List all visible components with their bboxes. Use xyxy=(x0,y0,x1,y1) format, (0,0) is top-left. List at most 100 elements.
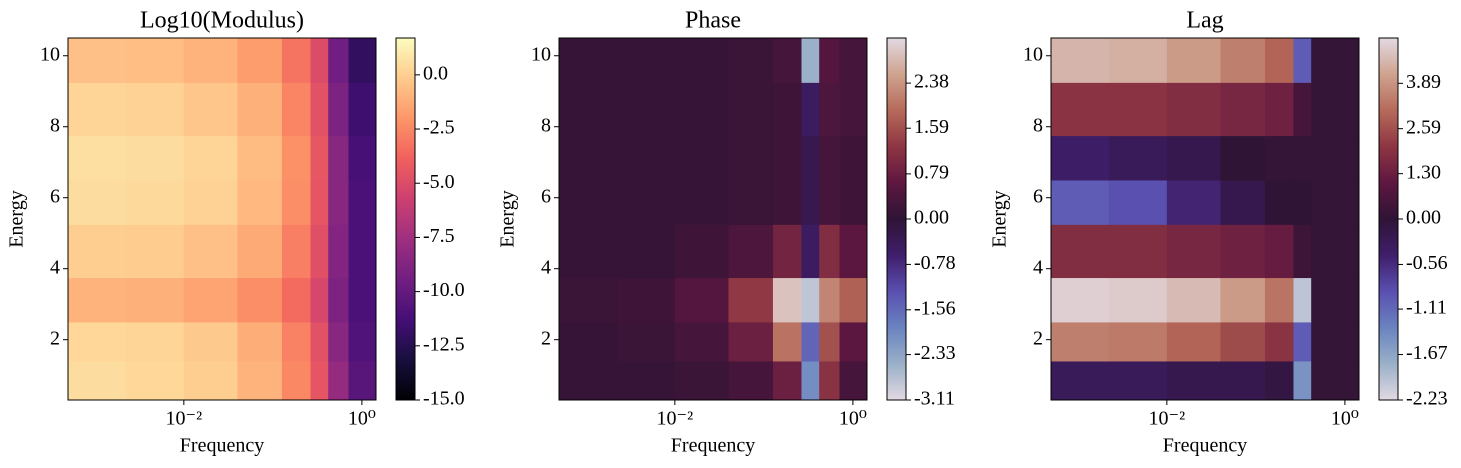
heatmap-cell xyxy=(1293,179,1312,225)
heatmap-cell xyxy=(1220,360,1266,401)
y-axis-label: Energy xyxy=(6,190,28,247)
x-tick-label: 10⁰ xyxy=(839,408,867,430)
heatmap-cell xyxy=(328,321,349,362)
heatmap-cell xyxy=(674,277,729,323)
heatmap-cell xyxy=(1331,224,1360,279)
axes-frame xyxy=(1050,37,1360,401)
heatmap-cell xyxy=(310,277,329,323)
heatmap-cell xyxy=(1108,277,1168,323)
heatmap-cell xyxy=(1264,179,1294,225)
heatmap-cell xyxy=(125,179,185,225)
heatmap-cell xyxy=(839,82,868,137)
colorbar-tick-label: -7.5 xyxy=(423,225,455,247)
heatmap-cell xyxy=(1108,82,1168,137)
heatmap-cell xyxy=(559,224,618,279)
x-axis-label: Frequency xyxy=(1163,435,1247,457)
heatmap-cell xyxy=(310,135,329,181)
heatmap-cell xyxy=(281,179,311,225)
y-tick-label: 4 xyxy=(50,256,60,278)
heatmap-cell xyxy=(772,135,802,181)
heatmap-cell xyxy=(559,135,618,181)
y-tick-label: 8 xyxy=(541,114,551,136)
heatmap-cell xyxy=(1311,38,1332,83)
heatmap-cell xyxy=(281,277,311,323)
heatmap-cell xyxy=(237,360,283,401)
heatmap-cell xyxy=(237,277,283,323)
colorbar-tick-label: -0.56 xyxy=(1406,252,1448,274)
heatmap-cell xyxy=(348,224,377,279)
heatmap-cell xyxy=(674,38,729,83)
heatmap-cell xyxy=(1051,321,1110,362)
heatmap-cell xyxy=(310,224,329,279)
heatmap-cell xyxy=(281,321,311,362)
heatmap-cell xyxy=(839,135,868,181)
colorbar-tick-label: -1.67 xyxy=(1406,342,1448,364)
heatmap-cell xyxy=(616,277,676,323)
heatmap-cell xyxy=(237,135,283,181)
heatmap-cell xyxy=(559,277,618,323)
heatmap-cell xyxy=(616,179,676,225)
heatmap-cell xyxy=(1220,179,1266,225)
heatmap-cell xyxy=(1051,82,1110,137)
y-tick-label: 2 xyxy=(541,327,551,349)
heatmap-cell xyxy=(183,135,238,181)
heatmap-cell xyxy=(819,224,840,279)
heatmap-cell xyxy=(281,38,311,83)
heatmap-cell xyxy=(281,82,311,137)
heatmap-cell xyxy=(125,360,185,401)
heatmap-cell xyxy=(68,321,127,362)
axes-frame xyxy=(67,37,377,401)
heatmap-cell xyxy=(616,224,676,279)
x-tick-label: 10⁻² xyxy=(657,408,694,430)
colorbar xyxy=(886,37,907,401)
heatmap-cell xyxy=(68,277,127,323)
y-tick-label: 8 xyxy=(1033,114,1043,136)
heatmap-cell xyxy=(328,277,349,323)
colorbar-tick-label: 3.89 xyxy=(1406,71,1441,93)
heatmap-cell xyxy=(772,179,802,225)
heatmap-cell xyxy=(1311,321,1332,362)
heatmap-cell xyxy=(728,224,774,279)
y-tick-label: 6 xyxy=(50,185,60,207)
heatmap-cell xyxy=(68,38,127,83)
heatmap-cell xyxy=(328,82,349,137)
heatmap-cell xyxy=(68,360,127,401)
y-tick-label: 4 xyxy=(541,256,551,278)
heatmap-cell xyxy=(1051,360,1110,401)
heatmap-cell xyxy=(1220,82,1266,137)
heatmap-cell xyxy=(237,224,283,279)
heatmap-cell xyxy=(125,224,185,279)
colorbar-tick-label: 2.38 xyxy=(914,71,949,93)
heatmap-cell xyxy=(125,321,185,362)
colorbar-tick-label: -2.33 xyxy=(914,342,956,364)
heatmap-cell xyxy=(310,38,329,83)
colorbar-tick-label: -10.0 xyxy=(423,279,465,301)
heatmap-cell xyxy=(183,82,238,137)
heatmap-cell xyxy=(237,82,283,137)
heatmap-cell xyxy=(559,38,618,83)
heatmap-cell xyxy=(801,82,820,137)
heatmap-cell xyxy=(801,277,820,323)
heatmap-cell xyxy=(819,277,840,323)
heatmap-cell xyxy=(125,38,185,83)
heatmap-cell xyxy=(1051,135,1110,181)
heatmap-cell xyxy=(1166,277,1221,323)
heatmap-cell xyxy=(237,321,283,362)
colorbar xyxy=(1378,37,1399,401)
heatmap-cell xyxy=(728,277,774,323)
heatmap-cell xyxy=(839,360,868,401)
heatmap-cell xyxy=(559,82,618,137)
heatmap-cell xyxy=(1051,224,1110,279)
heatmap-cell xyxy=(674,82,729,137)
heatmap-cell xyxy=(237,38,283,83)
heatmap-cell xyxy=(728,179,774,225)
x-tick-label: 10⁰ xyxy=(348,408,376,430)
heatmap-cell xyxy=(1264,224,1294,279)
heatmap-cell xyxy=(801,38,820,83)
y-tick-label: 4 xyxy=(1033,256,1043,278)
colorbar-tick-label: 0.0 xyxy=(423,62,448,84)
heatmap-cell xyxy=(281,135,311,181)
heatmap-cell xyxy=(328,360,349,401)
heatmap-cell xyxy=(1166,321,1221,362)
